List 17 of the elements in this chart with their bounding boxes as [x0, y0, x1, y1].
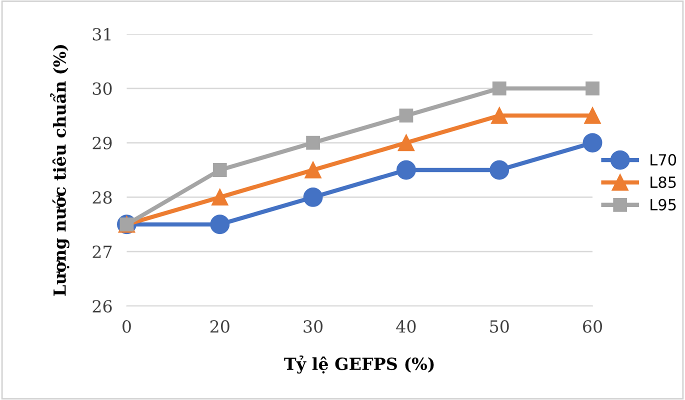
y-tick-label: 31	[92, 28, 110, 41]
x-tick-label: 50	[490, 320, 509, 333]
y-tick-label: 26	[92, 300, 112, 313]
legend-label: L95	[650, 198, 676, 210]
x-tick-label: 40	[396, 320, 416, 333]
y-tick-label: 27	[92, 246, 112, 258]
x-tick-label: 0	[122, 320, 131, 333]
y-tick-label: 30	[92, 82, 112, 95]
x-tick-label: 60	[583, 320, 602, 333]
x-tick-label: 30	[304, 320, 323, 333]
x-axis-title: Tỷ lệ GEFPS (%)	[284, 355, 434, 374]
y-tick-label: 29	[92, 136, 112, 150]
x-tick-label: 20	[210, 320, 230, 333]
y-tick-label: 28	[92, 191, 112, 204]
legend-label: L70	[650, 154, 676, 166]
y-axis-title: Lượng nước tiêu chuẩn (%)	[50, 45, 70, 296]
legend-label: L85	[650, 176, 676, 188]
